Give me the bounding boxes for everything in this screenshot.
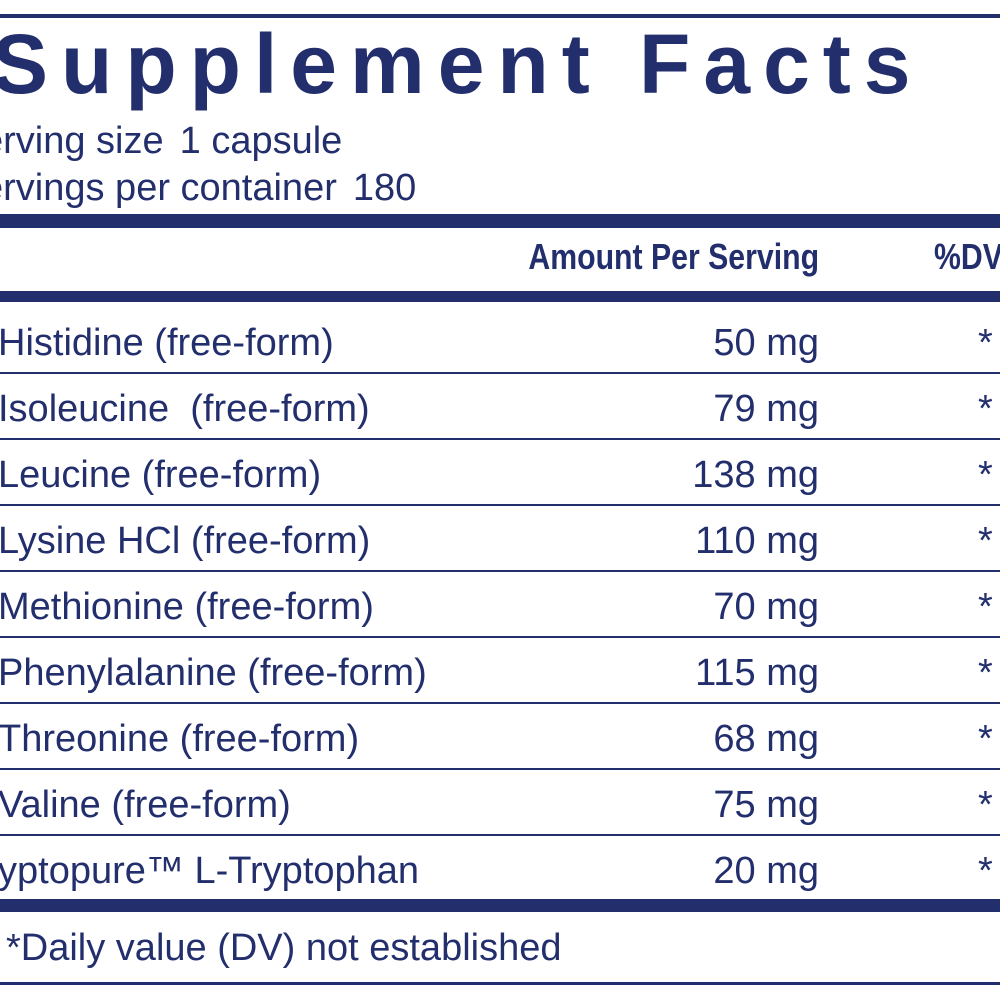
row-divider xyxy=(0,372,1000,374)
row-divider xyxy=(0,438,1000,440)
nutrient-row: Valine (free-form) 75 mg * xyxy=(0,770,1000,836)
row-divider xyxy=(0,834,1000,836)
nutrient-dv: * xyxy=(978,388,993,430)
nutrient-amount: 20 mg xyxy=(713,850,819,892)
nutrient-amount: 115 mg xyxy=(695,652,819,694)
header-bottom-rule xyxy=(0,291,1000,302)
top-border-rule xyxy=(0,14,1000,18)
nutrient-row: Methionine (free-form) 70 mg * xyxy=(0,572,1000,638)
nutrient-dv: * xyxy=(978,718,993,760)
nutrient-name: Phenylalanine (free-form) xyxy=(0,652,427,694)
serving-size-label: erving size xyxy=(0,120,164,162)
row-divider xyxy=(0,570,1000,572)
servings-label: ervings per container xyxy=(0,167,337,209)
nutrient-amount: 50 mg xyxy=(713,322,819,364)
panel-title: Supplement Facts xyxy=(0,17,924,111)
nutrient-amount: 138 mg xyxy=(692,454,819,496)
nutrient-name: Histidine (free-form) xyxy=(0,322,334,364)
nutrient-row: Threonine (free-form) 68 mg * xyxy=(0,704,1000,770)
row-divider xyxy=(0,636,1000,638)
nutrient-name: Lysine HCl (free-form) xyxy=(0,520,371,562)
nutrient-amount: 75 mg xyxy=(713,784,819,826)
nutrient-row: Phenylalanine (free-form) 115 mg * xyxy=(0,638,1000,704)
amount-per-serving-header: Amount Per Serving xyxy=(528,236,819,277)
nutrient-dv: * xyxy=(978,850,993,892)
row-divider xyxy=(0,768,1000,770)
nutrient-dv: * xyxy=(978,586,993,628)
nutrient-name: yptopure™ L-Tryptophan xyxy=(0,850,420,892)
daily-value-header: %DV xyxy=(934,236,1000,277)
nutrient-dv: * xyxy=(978,784,993,826)
nutrient-row: Isoleucine (free-form) 79 mg * xyxy=(0,374,1000,440)
nutrient-amount: 68 mg xyxy=(713,718,819,760)
nutrient-dv: * xyxy=(978,454,993,496)
nutrient-dv: * xyxy=(978,322,993,364)
nutrient-row: yptopure™ L-Tryptophan 20 mg * xyxy=(0,836,1000,902)
nutrient-name: Isoleucine (free-form) xyxy=(0,388,370,430)
nutrient-name: Valine (free-form) xyxy=(0,784,291,826)
nutrient-dv: * xyxy=(978,520,993,562)
nutrient-dv: * xyxy=(978,652,993,694)
nutrient-name: Threonine (free-form) xyxy=(0,718,360,760)
bottom-border-rule xyxy=(0,982,1000,985)
header-top-rule xyxy=(0,214,1000,228)
nutrient-row: Lysine HCl (free-form) 110 mg * xyxy=(0,506,1000,572)
nutrient-name: Methionine (free-form) xyxy=(0,586,374,628)
nutrient-row: Histidine (free-form) 50 mg * xyxy=(0,308,1000,374)
serving-size-line: erving size 1 capsule xyxy=(0,122,342,160)
row-divider xyxy=(0,504,1000,506)
table-bottom-rule xyxy=(0,899,1000,912)
daily-value-footnote: *Daily value (DV) not established xyxy=(6,927,562,969)
nutrient-amount: 79 mg xyxy=(713,388,819,430)
servings-value: 180 xyxy=(352,167,417,209)
nutrient-name: Leucine (free-form) xyxy=(0,454,322,496)
nutrient-row: Leucine (free-form) 138 mg * xyxy=(0,440,1000,506)
serving-size-value: 1 capsule xyxy=(179,120,343,162)
nutrient-amount: 70 mg xyxy=(713,586,819,628)
nutrient-amount: 110 mg xyxy=(695,520,819,562)
servings-per-container-line: ervings per container 180 xyxy=(0,169,416,207)
row-divider xyxy=(0,702,1000,704)
